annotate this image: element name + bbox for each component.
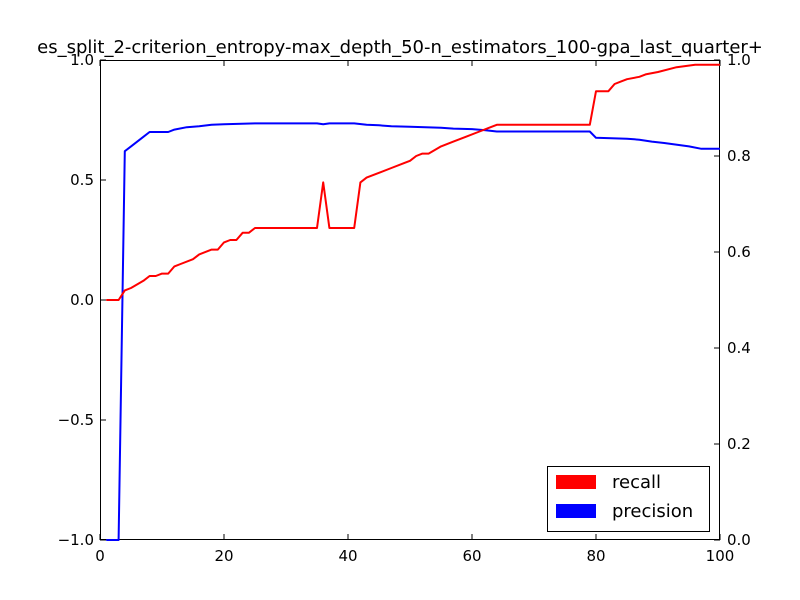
legend-swatch-precision — [556, 504, 596, 518]
x-tick-label: 80 — [586, 547, 605, 565]
y-right-tick-label: 0.4 — [727, 339, 751, 357]
x-tick-label: 40 — [338, 547, 357, 565]
series-line-recall — [106, 63, 720, 301]
y-left-tick-label: 1.0 — [70, 51, 94, 69]
y-right-tick-label: 0.0 — [727, 531, 751, 549]
legend-label-precision: precision — [612, 501, 693, 522]
legend-swatch-recall — [556, 475, 596, 489]
y-axis-left: −1.0 −0.5 0.0 0.5 1.0 — [58, 51, 106, 549]
y-left-tick-label: 0.0 — [70, 291, 94, 309]
y-left-tick-label: 0.5 — [70, 171, 94, 189]
legend: recall precision — [547, 466, 710, 532]
y-left-tick-label: −1.0 — [58, 531, 94, 549]
y-right-tick-label: 0.2 — [727, 435, 751, 453]
series-lines — [106, 63, 720, 541]
x-tick-label: 0 — [95, 547, 105, 565]
legend-label-recall: recall — [612, 472, 661, 493]
y-right-tick-label: 1.0 — [727, 51, 751, 69]
x-tick-label: 20 — [214, 547, 233, 565]
x-tick-label: 100 — [706, 547, 735, 565]
y-right-tick-label: 0.8 — [727, 147, 751, 165]
x-axis: 0 20 40 60 80 100 — [95, 60, 734, 565]
x-tick-label: 60 — [462, 547, 481, 565]
y-left-tick-label: −0.5 — [58, 411, 94, 429]
chart-title: es_split_2-criterion_entropy-max_depth_5… — [37, 37, 763, 58]
y-right-tick-label: 0.6 — [727, 243, 751, 261]
y-axis-right: 0.0 0.2 0.4 0.6 0.8 1.0 — [714, 51, 751, 549]
series-line-precision — [106, 122, 720, 541]
